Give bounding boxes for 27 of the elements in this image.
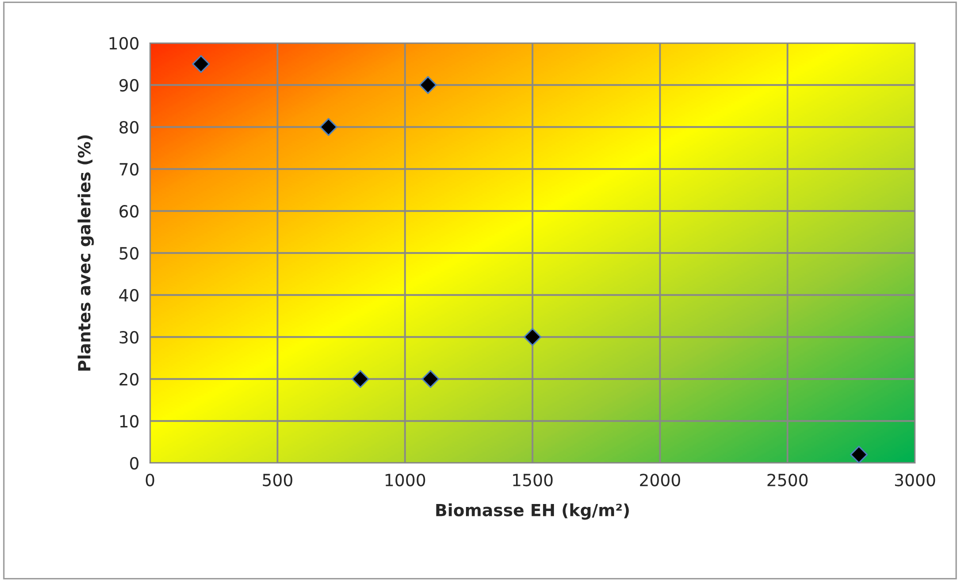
point — [320, 118, 338, 136]
y-tick-label: 60 — [120, 204, 138, 218]
y-tick-label: 30 — [120, 330, 138, 344]
y-tick-label: 70 — [120, 162, 138, 176]
x-tick-label: 3000 — [895, 474, 936, 486]
y-tick-label: 80 — [120, 120, 138, 134]
point — [524, 328, 542, 346]
y-tick-label: 100 — [110, 36, 138, 50]
y-tick-label: 10 — [120, 414, 138, 428]
x-tick-label: 500 — [262, 474, 292, 486]
point — [850, 446, 868, 463]
y-axis-title: Plantes avec galeries (%) — [78, 135, 94, 371]
y-tick-label: 50 — [120, 246, 138, 260]
x-tick-label: 2500 — [768, 474, 808, 486]
x-tick-label: 1500 — [513, 474, 553, 486]
y-tick-label: 0 — [130, 456, 138, 470]
y-tick-label: 40 — [119, 288, 138, 302]
point — [419, 76, 437, 94]
point — [192, 55, 210, 73]
y-tick-label: 90 — [119, 78, 138, 92]
x-axis-title: Biomasse EH (kg/m²) — [436, 503, 629, 520]
point — [422, 370, 440, 388]
y-tick-label: 20 — [120, 372, 138, 386]
point — [351, 370, 370, 388]
x-tick-label: 0 — [146, 474, 154, 486]
x-tick-label: 1000 — [386, 474, 426, 486]
x-tick-label: 2000 — [640, 474, 680, 486]
